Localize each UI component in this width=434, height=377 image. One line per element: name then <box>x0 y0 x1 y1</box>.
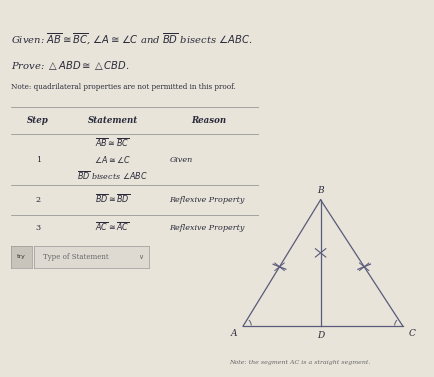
Text: Prove: $\triangle ABD \cong \triangle CBD$.: Prove: $\triangle ABD \cong \triangle CB… <box>11 59 129 72</box>
Text: Type of Statement: Type of Statement <box>43 253 108 261</box>
Text: Statement: Statement <box>87 116 137 125</box>
Text: try: try <box>17 254 26 259</box>
Text: Given: $\overline{AB} \cong \overline{BC}$, $\angle A \cong \angle C$ and $\over: Given: $\overline{AB} \cong \overline{BC… <box>11 32 252 47</box>
Text: $\angle A \cong \angle C$: $\angle A \cong \angle C$ <box>94 154 131 165</box>
Text: $\overline{BD}$ bisects $\angle ABC$: $\overline{BD}$ bisects $\angle ABC$ <box>77 169 148 182</box>
Text: Given: Given <box>169 156 192 164</box>
Text: ∨: ∨ <box>138 254 143 260</box>
Text: Reflexive Property: Reflexive Property <box>169 224 244 232</box>
Text: D: D <box>316 331 323 340</box>
Text: $\overline{AC} \cong \overline{AC}$: $\overline{AC} \cong \overline{AC}$ <box>95 222 129 234</box>
Text: A: A <box>230 329 237 338</box>
Text: $\overline{BD} \cong \overline{BD}$: $\overline{BD} \cong \overline{BD}$ <box>95 194 130 206</box>
Text: Note: quadrilateral properties are not permitted in this proof.: Note: quadrilateral properties are not p… <box>11 83 235 91</box>
Text: Reason: Reason <box>191 116 226 125</box>
Text: 3: 3 <box>36 224 41 232</box>
Text: 2: 2 <box>36 196 41 204</box>
Text: 1: 1 <box>36 156 41 164</box>
Text: $\overline{AB} \cong \overline{BC}$: $\overline{AB} \cong \overline{BC}$ <box>95 138 129 150</box>
Text: Note: the segment AC is a straight segment.: Note: the segment AC is a straight segme… <box>229 360 370 365</box>
Text: Step: Step <box>27 116 49 125</box>
Text: B: B <box>316 186 323 195</box>
Text: C: C <box>408 329 415 338</box>
Text: Reflexive Property: Reflexive Property <box>169 196 244 204</box>
